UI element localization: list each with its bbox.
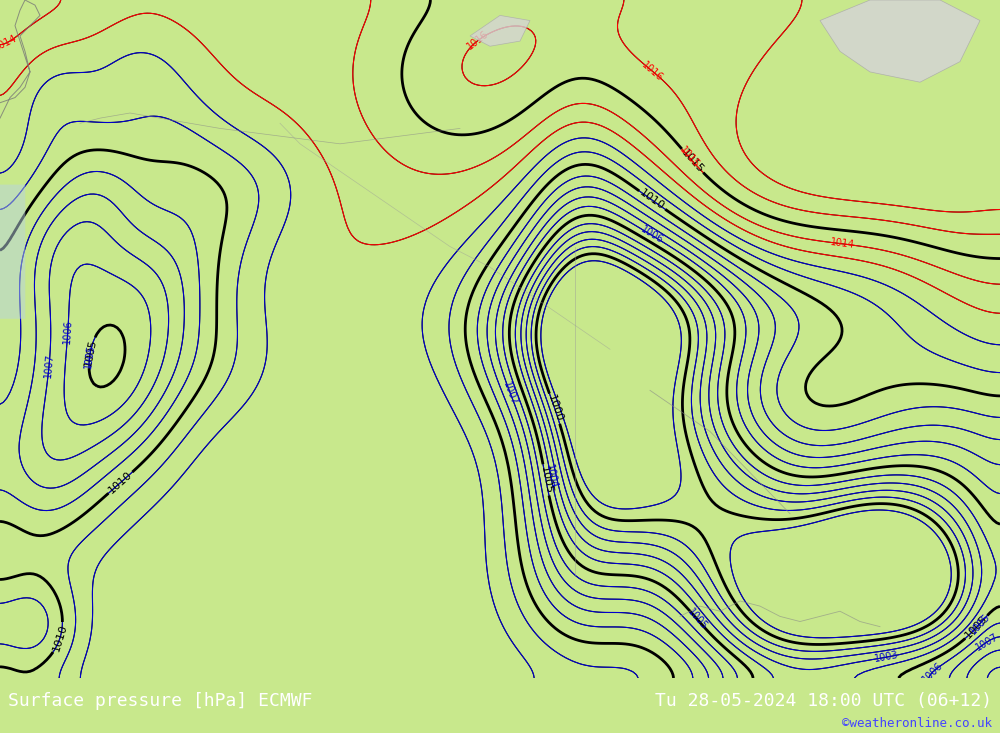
Text: ©weatheronline.co.uk: ©weatheronline.co.uk <box>842 716 992 729</box>
Text: 1004: 1004 <box>544 464 558 490</box>
Text: 1005: 1005 <box>685 607 709 632</box>
Text: 1015: 1015 <box>679 147 705 174</box>
FancyBboxPatch shape <box>0 185 25 319</box>
Text: 1007: 1007 <box>43 353 55 378</box>
Text: 1005: 1005 <box>83 338 98 367</box>
Text: 1010: 1010 <box>107 470 134 496</box>
Text: 1014: 1014 <box>0 34 19 54</box>
Text: 1006: 1006 <box>921 660 945 684</box>
Text: 1005: 1005 <box>963 614 990 641</box>
Text: 1005: 1005 <box>968 611 992 636</box>
Text: Tu 28-05-2024 18:00 UTC (06+12): Tu 28-05-2024 18:00 UTC (06+12) <box>655 692 992 710</box>
Polygon shape <box>820 0 980 82</box>
Text: 1010: 1010 <box>638 188 666 213</box>
Text: Surface pressure [hPa] ECMWF: Surface pressure [hPa] ECMWF <box>8 692 312 710</box>
Text: 1006: 1006 <box>62 319 74 344</box>
Text: 1007: 1007 <box>501 380 519 407</box>
Text: 1006: 1006 <box>639 224 665 246</box>
Text: 1003: 1003 <box>873 650 899 664</box>
Text: 1007: 1007 <box>973 632 1000 653</box>
Text: 1000: 1000 <box>546 394 564 424</box>
Text: 1005: 1005 <box>83 343 96 369</box>
Text: 1015: 1015 <box>677 144 701 169</box>
Text: 1005: 1005 <box>538 465 553 495</box>
Text: 1016: 1016 <box>466 29 491 52</box>
Text: 1014: 1014 <box>830 237 856 251</box>
Text: 1010: 1010 <box>51 623 69 652</box>
Text: 1016: 1016 <box>640 59 665 83</box>
Polygon shape <box>470 15 530 46</box>
